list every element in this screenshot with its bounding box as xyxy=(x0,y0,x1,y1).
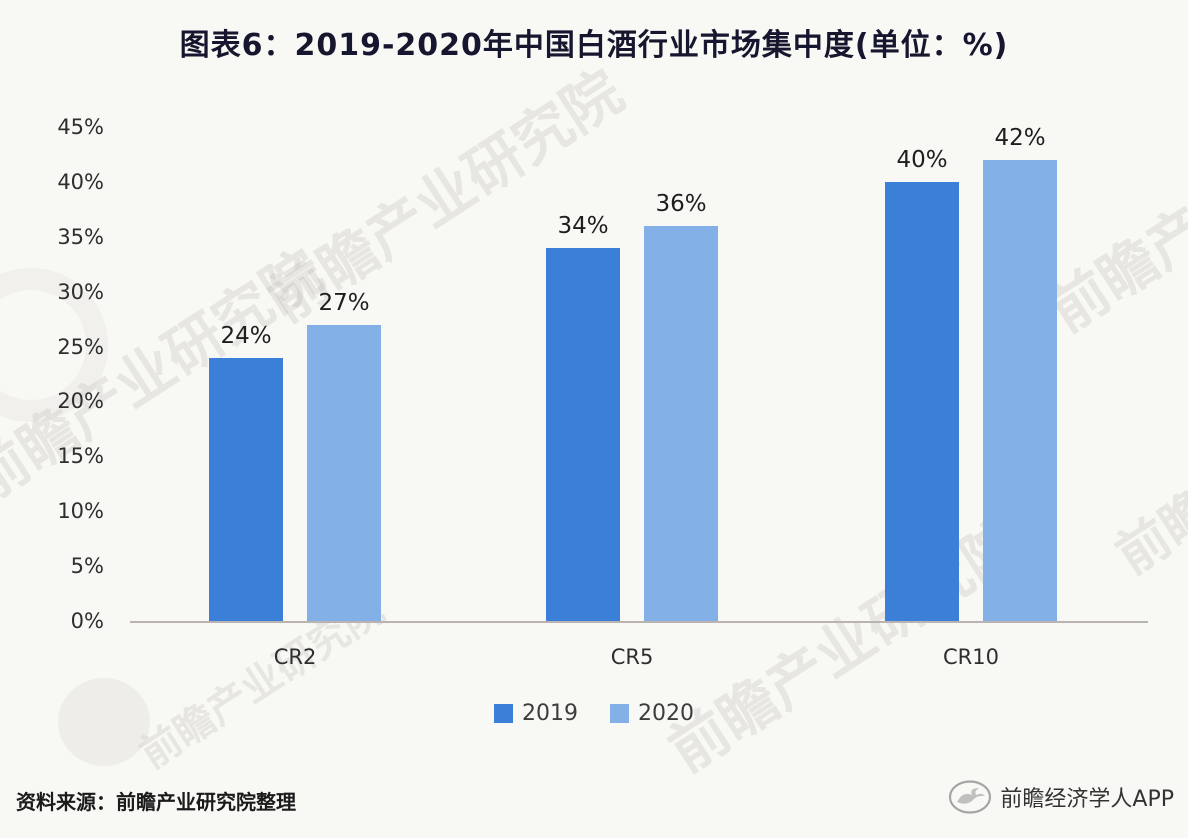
y-tick-label-30: 30% xyxy=(57,279,104,304)
bar-group-CR5: 34% 36% CR5 xyxy=(546,127,718,669)
legend-swatch-2020 xyxy=(610,704,629,723)
bar-2019-CR5 xyxy=(546,247,620,621)
legend-swatch-2019 xyxy=(494,704,513,723)
brand-label: 前瞻经济学人APP xyxy=(1000,787,1174,812)
source-note: 资料来源：前瞻产业研究院整理 xyxy=(16,790,296,814)
y-tick-label-45: 45% xyxy=(57,115,104,139)
y-tick-label-20: 20% xyxy=(57,389,104,414)
x-category-label-CR2: CR2 xyxy=(273,645,317,669)
x-category-label-CR5: CR5 xyxy=(610,645,654,669)
bar-slot-2019-CR2: 24% xyxy=(209,127,283,621)
bar-2020-CR10 xyxy=(983,159,1057,621)
bar-value-label-2019-CR5: 34% xyxy=(557,212,609,239)
bar-slot-2019-CR5: 34% xyxy=(546,127,620,621)
bar-2019-CR2 xyxy=(209,357,283,621)
bar-slot-2020-CR2: 27% xyxy=(307,127,381,621)
y-tick-label-10: 10% xyxy=(57,499,104,524)
bar-group-CR10: 40% 42% CR10 xyxy=(885,125,1057,669)
legend-label-2020: 2020 xyxy=(638,701,694,726)
y-tick-label-25: 25% xyxy=(57,334,104,359)
bar-value-label-2019-CR2: 24% xyxy=(220,322,272,349)
brand-logo-icon xyxy=(949,780,992,814)
x-axis-line xyxy=(130,621,1148,623)
legend-label-2019: 2019 xyxy=(522,701,578,726)
bar-slot-2020-CR5: 36% xyxy=(644,127,718,621)
y-tick-label-15: 15% xyxy=(57,444,104,469)
legend: 2019 2020 xyxy=(0,701,1188,726)
chart-title: 图表6：2019-2020年中国白酒行业市场集中度(单位：%) xyxy=(179,28,1009,63)
bar-group-CR2: 24% 27% CR2 xyxy=(209,127,381,669)
plot-area: 0% 5% 10% 15% 20% 25% 30% 35% 40% 45% 24% 27% CR2 34… xyxy=(57,115,1148,669)
bar-2020-CR5 xyxy=(644,225,718,621)
y-tick-label-35: 35% xyxy=(57,224,104,249)
bar-2020-CR2 xyxy=(307,324,381,621)
y-tick-label-40: 40% xyxy=(57,169,104,194)
x-category-label-CR10: CR10 xyxy=(943,645,999,669)
bar-value-label-2020-CR2: 27% xyxy=(318,289,370,316)
legend-item-2020: 2020 xyxy=(610,701,694,726)
legend-item-2019: 2019 xyxy=(494,701,578,726)
y-tick-label-5: 5% xyxy=(70,554,104,579)
bar-slot-2019-CR10: 40% xyxy=(885,127,959,621)
y-tick-label-0: 0% xyxy=(70,609,104,633)
bar-value-label-2020-CR5: 36% xyxy=(655,190,707,217)
bar-value-label-2020-CR10: 42% xyxy=(994,124,1046,151)
bar-slot-2020-CR10: 42% xyxy=(983,125,1057,621)
bar-value-label-2019-CR10: 40% xyxy=(896,146,948,173)
bar-2019-CR10 xyxy=(885,181,959,621)
brand: 前瞻经济学人APP xyxy=(948,778,1174,816)
